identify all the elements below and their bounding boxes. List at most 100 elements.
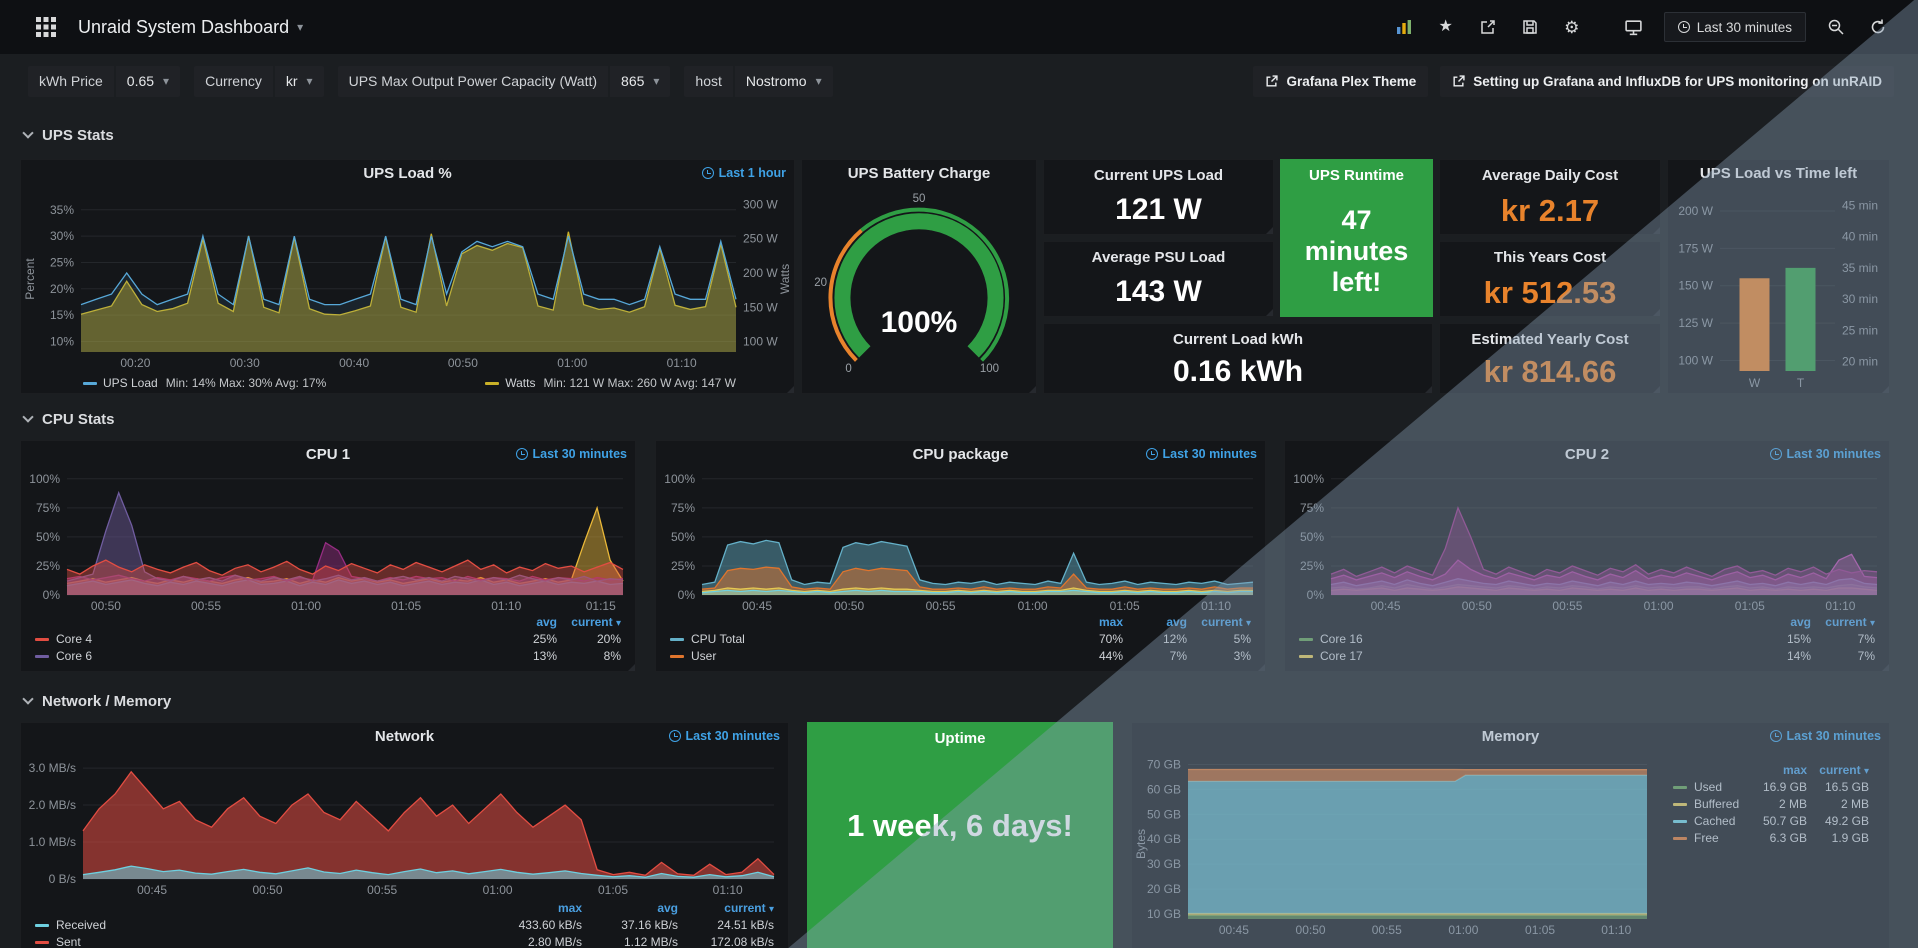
tv-mode-icon[interactable] [1616,11,1652,43]
legend-sort-current[interactable]: current ▾ [571,615,621,629]
panel-title[interactable]: UPS Runtime [1308,166,1404,184]
panel-title[interactable]: Estimated Yearly Cost [1471,330,1629,348]
legend-value: 14% [1786,649,1811,663]
network-chart[interactable]: 0 B/s 1.0 MB/s 2.0 MB/s 3.0 MB/s 00:45 00:50 0… [21,749,788,899]
legend-item[interactable]: Core 4 [35,632,493,646]
legend-item[interactable]: Core 6 [35,649,493,663]
legend-value: 24.51 kB/s [717,918,774,932]
legend-item[interactable]: Used [1673,780,1745,794]
legend-item[interactable]: Core 16 [1299,632,1747,646]
save-icon[interactable] [1512,11,1548,43]
legend-sort-current[interactable]: current ▾ [724,901,774,915]
panel-network: Network Last 30 minutes 0 B/s 1.0 MB/s 2.0… [20,722,789,948]
legend-item[interactable]: Sent [35,935,486,948]
ups-load-legend: UPS Load Min: 14% Max: 30% Avg: 17% Watts M… [21,372,794,393]
panel-title[interactable]: UPS Load % [363,164,452,182]
panel-time-badge[interactable]: Last 30 minutes [1769,729,1881,743]
panel-time-badge[interactable]: Last 30 minutes [668,729,780,743]
cpu-package-chart[interactable]: 0% 25% 50% 75% 100% 00:45 00:50 00:55 01:00 01:05… [656,467,1265,613]
panel-time-badge[interactable]: Last 30 minutes [1145,447,1257,461]
legend-sort-avg[interactable]: avg [1166,615,1187,629]
svg-text:25 min: 25 min [1842,323,1878,337]
memory-chart[interactable]: 10 GB 20 GB 30 GB 40 GB 50 GB 60 GB 70 GB 00:45… [1132,749,1653,939]
section-ups-stats[interactable]: UPS Stats [22,124,114,146]
panel-title[interactable]: Average Daily Cost [1481,166,1619,184]
var-value-dropdown[interactable]: kr ▾ [274,65,324,97]
settings-gear-icon[interactable]: ⚙ [1554,11,1590,43]
legend-sort-max[interactable]: max [1782,763,1807,777]
svg-text:100%: 100% [881,306,958,339]
battery-gauge[interactable]: 0 20 50 100 100% [802,186,1036,393]
legend-item[interactable]: UPS Load Min: 14% Max: 30% Avg: 17% [83,376,326,390]
panel-title[interactable]: Current UPS Load [1093,166,1224,184]
svg-text:01:00: 01:00 [291,599,321,613]
panel-title[interactable]: Uptime [934,729,986,747]
svg-text:50%: 50% [1300,530,1324,544]
zoom-out-icon[interactable] [1818,11,1854,43]
svg-text:01:05: 01:05 [1110,599,1140,613]
legend-sort-current[interactable]: current ▾ [1825,615,1875,629]
share-icon[interactable] [1470,11,1506,43]
svg-text:01:05: 01:05 [1735,599,1765,613]
legend-item[interactable]: Free [1673,831,1745,845]
svg-text:00:40: 00:40 [339,356,369,370]
svg-text:10 GB: 10 GB [1147,907,1181,921]
panel-time-badge[interactable]: Last 30 minutes [515,447,627,461]
legend-value: 20% [596,632,621,646]
panel-memory: Memory Last 30 minutes 10 GB 20 GB 30 GB 40… [1131,722,1890,948]
panel-title[interactable]: Memory [1481,727,1540,745]
legend-sort-avg[interactable]: avg [657,901,678,915]
legend-item[interactable]: User [670,649,1059,663]
time-range-picker[interactable]: Last 30 minutes [1663,12,1806,42]
cpu1-chart[interactable]: 0% 25% 50% 75% 100% 00:50 00:55 01:00 01:05 01:10… [21,467,635,613]
legend-item[interactable]: Cached [1673,814,1745,828]
panel-title[interactable]: Average PSU Load [1091,248,1226,266]
legend-value: 5% [1233,632,1251,646]
var-value-dropdown[interactable]: 0.65 ▾ [115,65,181,97]
add-panel-icon[interactable] [1386,11,1422,43]
var-value-dropdown[interactable]: 865 ▾ [610,65,671,97]
legend-sort-max[interactable]: max [557,901,582,915]
panel-title[interactable]: CPU 1 [305,445,351,463]
refresh-icon[interactable] [1860,11,1896,43]
apps-grid-icon[interactable] [28,11,64,43]
ups-load-chart[interactable]: 10% 15% 20% 25% 30% 35% 100 W 150 W 200 W 250 W 30… [21,186,794,372]
dashboard-title[interactable]: Unraid System Dashboard ▾ [78,17,303,38]
legend-sort-max[interactable]: max [1098,615,1123,629]
panel-title[interactable]: UPS Battery Charge [847,164,991,182]
panel-title[interactable]: UPS Load vs Time left [1699,164,1858,182]
link-grafana-plex-theme[interactable]: Grafana Plex Theme [1253,65,1429,97]
legend-item[interactable]: Buffered [1673,797,1745,811]
legend-item[interactable]: Watts Min: 121 W Max: 260 W Avg: 147 W [485,376,736,390]
panel-title[interactable]: Network [374,727,435,745]
svg-text:0 B/s: 0 B/s [49,872,76,886]
ups-bar-chart[interactable]: 100 W 125 W 150 W 175 W 200 W 20 min 25 min 30 … [1668,186,1889,393]
memory-legend: max current ▾ Used 16.9 GB 16.5 GB Buffered 2 … [1659,761,1883,845]
svg-text:45 min: 45 min [1842,198,1878,212]
template-var-host: host Nostromo ▾ [684,65,833,97]
link-ups-monitoring-guide[interactable]: Setting up Grafana and InfluxDB for UPS … [1440,65,1894,97]
panel-title[interactable]: CPU package [912,445,1009,463]
star-icon[interactable]: ★ [1428,11,1464,43]
panel-time-badge[interactable]: Last 1 hour [701,166,786,180]
svg-text:01:05: 01:05 [391,599,421,613]
legend-item[interactable]: CPU Total [670,632,1059,646]
panel-title[interactable]: Current Load kWh [1173,330,1303,348]
legend-value: 2 MB [1778,797,1807,811]
legend-item[interactable]: Core 17 [1299,649,1747,663]
svg-text:25%: 25% [50,255,74,269]
section-cpu-stats[interactable]: CPU Stats [22,408,115,430]
section-network-memory[interactable]: Network / Memory [22,690,171,712]
legend-sort-current[interactable]: current ▾ [1819,763,1869,777]
cpu2-chart[interactable]: 0% 25% 50% 75% 100% 00:45 00:50 00:55 01:00 01:05… [1285,467,1889,613]
panel-title[interactable]: This Years Cost [1493,248,1607,266]
legend-item[interactable]: Received [35,918,486,932]
panel-title[interactable]: CPU 2 [1564,445,1610,463]
legend-sort-avg[interactable]: avg [536,615,557,629]
svg-text:00:30: 00:30 [230,356,260,370]
legend-sort-current[interactable]: current ▾ [1201,615,1251,629]
svg-text:25%: 25% [36,559,60,573]
var-value-dropdown[interactable]: Nostromo ▾ [734,65,833,97]
legend-sort-avg[interactable]: avg [1790,615,1811,629]
panel-time-badge[interactable]: Last 30 minutes [1769,447,1881,461]
